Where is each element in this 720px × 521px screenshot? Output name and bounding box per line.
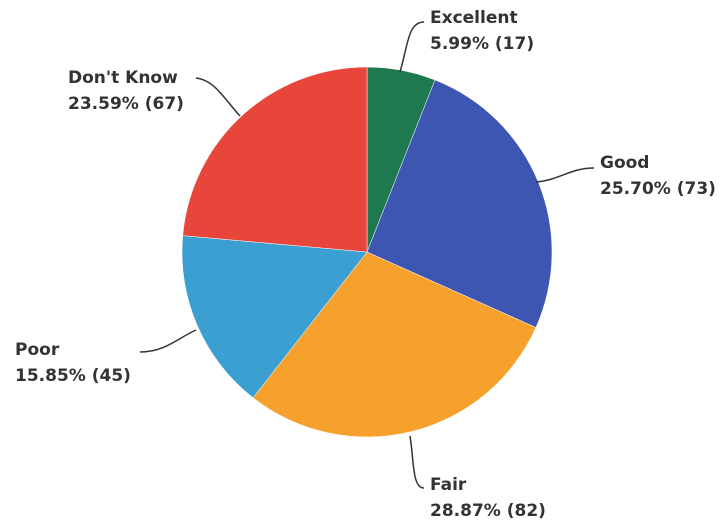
slice-value-label: 5.99% (17)	[430, 34, 534, 54]
leader-line	[195, 77, 241, 117]
leader-line	[409, 435, 425, 489]
pie-slice	[182, 66, 368, 253]
leader-line	[399, 21, 425, 73]
slice-value-label: 15.85% (45)	[15, 366, 131, 386]
slice-label: Don't Know	[68, 68, 178, 88]
slice-label: Excellent	[430, 8, 518, 28]
leader-line	[139, 329, 197, 353]
leader-line	[535, 167, 595, 183]
slice-label: Good	[600, 153, 649, 173]
slice-label: Fair	[430, 475, 467, 495]
slice-label: Poor	[15, 340, 60, 360]
pie-slice	[181, 235, 368, 399]
slice-value-label: 25.70% (73)	[600, 179, 716, 199]
slice-value-label: 23.59% (67)	[68, 94, 184, 114]
slice-value-label: 28.87% (82)	[430, 501, 546, 521]
pie-slice	[252, 251, 537, 438]
